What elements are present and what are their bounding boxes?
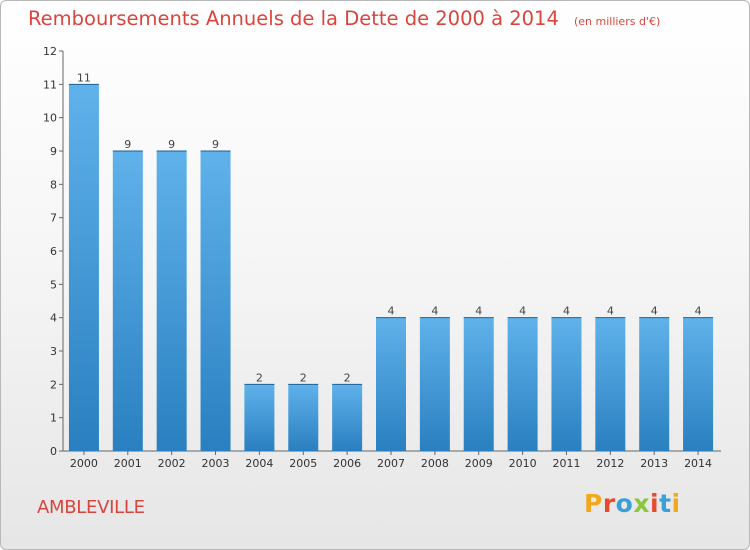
x-tick-label: 2007 [377,457,405,470]
bar-value-label: 2 [300,371,307,384]
bar-value-label: 4 [651,305,658,318]
bar-value-label: 4 [563,305,570,318]
bar-value-label: 11 [77,71,91,84]
bar-value-label: 2 [256,371,263,384]
bar-value-label: 4 [388,305,395,318]
bar-value-label: 9 [168,138,175,151]
x-tick-label: 2009 [465,457,493,470]
bar [419,317,450,451]
bar-value-label: 2 [344,371,351,384]
logo-letter: i [650,489,660,518]
bar [200,151,231,451]
bar-value-label: 4 [431,305,438,318]
x-tick-label: 2008 [421,457,449,470]
bar [332,384,363,451]
x-tick-label: 2011 [552,457,580,470]
bar-value-label: 9 [124,138,131,151]
bar [112,151,143,451]
x-tick-label: 2004 [245,457,273,470]
y-tick-label: 2 [50,378,57,391]
y-tick-label: 10 [43,112,57,125]
bar [376,317,406,451]
bar [683,317,714,451]
bar [244,384,275,451]
y-tick-label: 4 [50,312,57,325]
logo-letter: o [615,489,634,518]
bar [156,151,187,451]
x-tick-label: 2014 [684,457,712,470]
x-tick-label: 2006 [333,457,361,470]
proxiti-logo[interactable]: Proxiti [584,489,681,518]
y-tick-label: 8 [50,178,57,191]
data-labels: 11 9 9 9 2 2 2 4 4 4 4 4 4 4 4 [77,71,702,384]
bar [507,317,538,451]
chart-title: Remboursements Annuels de la Dette de 20… [28,7,559,30]
y-tick-label: 9 [50,145,57,158]
y-tick-label: 3 [50,345,57,358]
logo-letter: x [633,489,650,518]
bars [68,83,714,451]
y-tick-label: 12 [43,45,57,58]
bar-value-label: 4 [475,305,482,318]
y-tick-label: 11 [43,78,57,91]
bar [463,317,494,451]
chart-subtitle: (en milliers d'€) [573,15,661,28]
x-tick-label: 2012 [596,457,624,470]
bar [551,317,582,451]
bar [595,317,626,451]
y-tick-label: 7 [50,212,57,225]
bar-value-label: 4 [695,305,702,318]
logo-letter: P [584,489,603,518]
y-tick-label: 5 [50,278,57,291]
commune-name: AMBLEVILLE [37,497,145,518]
bar-value-label: 9 [212,138,219,151]
y-tick-label: 1 [50,412,57,425]
bar-value-label: 4 [607,305,614,318]
x-tick-label: 2001 [114,457,142,470]
x-tick-label: 2000 [70,457,98,470]
bar-value-label: 4 [519,305,526,318]
y-tick-label: 0 [50,445,57,458]
bar [68,84,99,451]
x-tick-label: 2010 [509,457,537,470]
logo-letter: r [602,489,616,518]
bar [288,384,319,451]
logo-letter: i [671,489,681,518]
x-tick-label: 2005 [289,457,317,470]
chart-title-row: Remboursements Annuels de la Dette de 20… [28,7,660,30]
bar [639,317,670,451]
y-tick-label: 6 [50,245,57,258]
x-tick-label: 2002 [158,457,186,470]
x-tick-label: 2013 [640,457,668,470]
x-tick-label: 2003 [202,457,230,470]
logo-letter: t [659,489,672,518]
